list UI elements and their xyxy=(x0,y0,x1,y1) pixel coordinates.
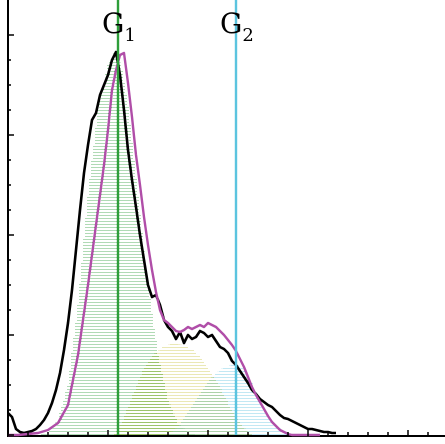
marker-label-base: G xyxy=(102,7,124,40)
marker-label-1: G1 xyxy=(102,7,136,46)
marker-label-sub: 2 xyxy=(242,25,253,46)
plot-frame xyxy=(7,0,445,437)
marker-label-sub: 1 xyxy=(124,25,135,46)
marker-label-base: G xyxy=(220,7,242,40)
marker-label-2: G2 xyxy=(220,7,254,46)
fit-curve xyxy=(8,51,320,437)
component-G2-fill xyxy=(169,365,291,435)
data-curve xyxy=(7,50,336,435)
component-G1-fill xyxy=(41,53,195,435)
